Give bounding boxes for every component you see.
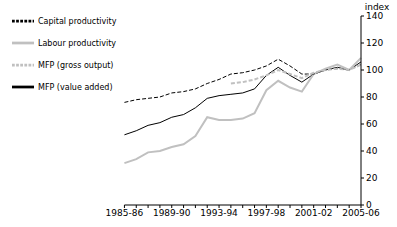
svg-text:1985-86: 1985-86	[106, 208, 144, 218]
svg-text:40: 40	[366, 146, 378, 156]
svg-text:120: 120	[366, 38, 383, 48]
html-text:MFP (gross output): MFP (gross output)	[38, 60, 114, 70]
svg-text:1989-90: 1989-90	[153, 208, 191, 218]
svg-text:1993-94: 1993-94	[200, 208, 238, 218]
svg-text:20: 20	[366, 173, 378, 183]
svg-text:index: index	[365, 2, 389, 12]
svg-text:60: 60	[366, 119, 378, 129]
svg-text:1997-98: 1997-98	[248, 208, 286, 218]
svg-text:2005-06: 2005-06	[342, 208, 380, 218]
svg-text:100: 100	[366, 65, 383, 75]
html-text:MFP (value added): MFP (value added)	[38, 82, 113, 92]
svg-text:2001-02: 2001-02	[295, 208, 333, 218]
svg-text:0: 0	[366, 200, 372, 210]
html-text:Labour productivity: Labour productivity	[38, 38, 117, 48]
html-text:Capital productivity: Capital productivity	[38, 16, 117, 26]
svg-text:80: 80	[366, 92, 378, 102]
svg-text:140: 140	[366, 11, 383, 21]
